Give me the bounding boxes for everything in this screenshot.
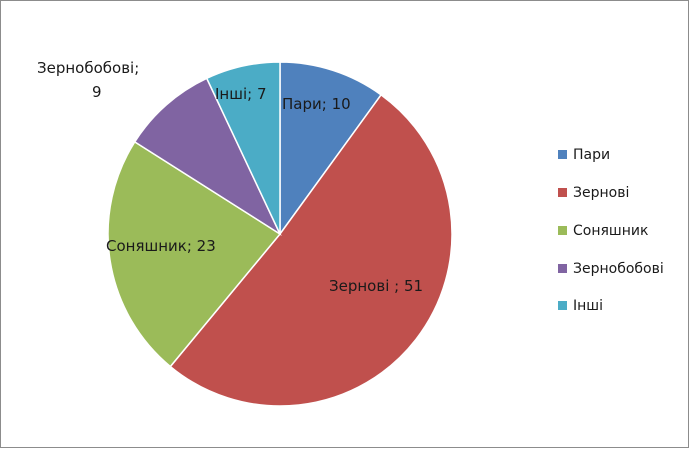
data-label-zernobobovi: Зернобобові; (37, 59, 139, 77)
legend-label-zernovi: Зернові (573, 185, 629, 201)
pie-slice-soniashnyk (107, 140, 282, 368)
pie-slice-zernobobovi (133, 77, 282, 237)
data-label-zernobobovi-value: 9 (92, 83, 102, 101)
data-label-soniashnyk: Соняшник; 23 (106, 237, 216, 255)
legend-swatch-zernobobovi (558, 264, 567, 273)
legend-swatch-pary (558, 150, 567, 159)
legend-swatch-soniashnyk (558, 226, 567, 235)
legend: Пари Зернові Соняшник Зернобобові Інші (558, 147, 664, 314)
legend-label-inshi: Інші (573, 298, 603, 314)
legend-label-zernobobovi: Зернобобові (573, 261, 664, 277)
legend-label-pary: Пари (573, 147, 610, 163)
pie-slices (107, 61, 453, 407)
data-label-inshi: Інші; 7 (215, 85, 267, 103)
legend-label-soniashnyk: Соняшник (573, 223, 648, 239)
data-label-pary: Пари; 10 (282, 95, 351, 113)
pie-slice-inshi (205, 61, 281, 235)
data-label-zernovi: Зернові ; 51 (329, 277, 423, 295)
pie-slice-pary (279, 61, 383, 237)
legend-swatch-zernovi (558, 188, 567, 197)
pie-slice-zernovi (169, 93, 453, 407)
legend-swatch-inshi (558, 301, 567, 310)
